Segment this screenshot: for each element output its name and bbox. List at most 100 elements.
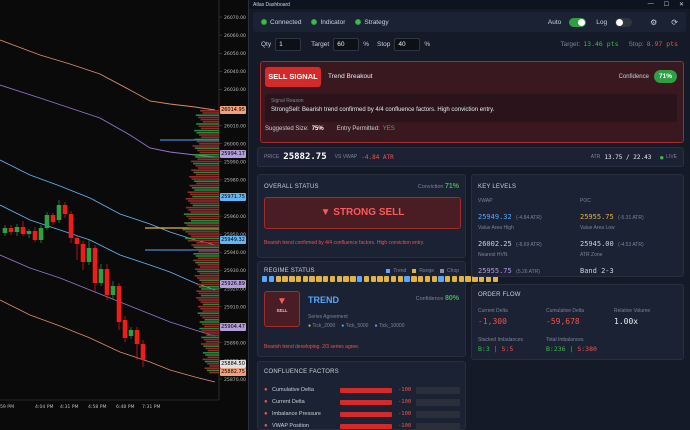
volume-profile-bar [194, 275, 219, 277]
volume-profile-bar [186, 215, 219, 218]
minimize-button[interactable]: — [647, 1, 654, 7]
close-button[interactable]: ✕ [678, 2, 684, 8]
price-value: 25882.75 [283, 152, 327, 162]
status-dot-icon [311, 19, 318, 25]
maximize-button[interactable]: ☐ [663, 2, 669, 8]
volume-profile-bar [184, 237, 219, 240]
volume-profile-bar [205, 341, 219, 343]
volume-profile-bar [194, 138, 219, 141]
factor-value: -100 [398, 411, 412, 417]
connection-bar: Connected Indicator Strategy Auto Log ⚙ … [253, 12, 686, 32]
volume-profile-bar [195, 268, 219, 270]
volume-profile-bar [188, 209, 219, 211]
confidence-badge: 71% [653, 70, 677, 83]
volume-profile-bar [199, 272, 219, 275]
auto-toggle[interactable] [569, 17, 587, 27]
price-level-label: 25980.00 [224, 178, 246, 184]
volume-profile-bar [206, 369, 219, 372]
regime-cell [350, 276, 356, 282]
candle-body [140, 344, 146, 360]
auto-label: Auto [547, 18, 562, 26]
dashboard-window: Atlas Dashboard — ☐ ✕ Connected Indicato… [249, 0, 690, 430]
regime-cell [424, 276, 431, 282]
candle-body [2, 228, 8, 233]
settings-icon[interactable]: ⚙ [650, 17, 658, 27]
volume-profile-bar [188, 233, 219, 235]
stop-pts-label: Stop: [628, 40, 644, 48]
candle-body [116, 286, 122, 322]
range-legend-icon [412, 269, 417, 273]
candle-body [98, 269, 104, 283]
confluence-row: ● Current Delta -100 [264, 396, 461, 408]
regime-cell [417, 276, 424, 282]
volume-profile-bar [207, 349, 219, 352]
volume-profile-bar [196, 132, 219, 134]
volume-profile-bar [197, 167, 219, 169]
volume-profile-bar [196, 248, 219, 251]
price-label: PRICE [264, 154, 280, 160]
volume-profile-bar [191, 178, 219, 180]
regime-cell [316, 276, 322, 282]
regime-cell [356, 276, 363, 282]
volume-profile-bar [203, 332, 219, 334]
price-chart[interactable]: 26070.00 26060.00 26050.00 26040.00 26030.00… [0, 0, 249, 430]
live-dot-icon: ● [659, 152, 665, 162]
price-level-label: 25930.00 [224, 268, 246, 274]
price-level-label: 26060.00 [224, 33, 246, 39]
regime-cell [479, 276, 485, 282]
refresh-icon[interactable]: ⟳ [671, 17, 678, 27]
volume-profile-bar [197, 149, 219, 152]
volume-profile-bar [202, 112, 219, 114]
factor-sparkline [416, 398, 460, 406]
candle-body [50, 215, 56, 222]
reason-label: Signal Reason [271, 98, 304, 104]
volume-profile-bar [195, 114, 219, 116]
key-levels-title: KEY LEVELS [478, 184, 517, 190]
band-line [0, 159, 216, 246]
volume-profile-bar [193, 259, 219, 262]
volume-profile-bar [196, 140, 219, 143]
volume-profile-bar [187, 200, 219, 202]
bear-dot-icon: ● [264, 399, 268, 405]
entry-value: YES [382, 126, 395, 132]
log-label: Log [596, 18, 608, 26]
volume-profile-bar [187, 191, 219, 193]
regime-cell [458, 276, 465, 282]
volume-profile-bar [197, 264, 219, 266]
factor-sparkline [416, 422, 460, 430]
volume-profile-bar [198, 134, 219, 136]
volume-profile-bar [194, 147, 219, 149]
regime-sell-box: ▼ SELL [264, 291, 300, 327]
price-level-label: 26000.00 [224, 142, 246, 148]
stop-input[interactable]: 40 [394, 37, 421, 51]
indicator-status: Indicator [311, 19, 345, 26]
volume-profile-bar [185, 206, 219, 209]
regime-cell [445, 276, 451, 282]
volume-profile-bar [199, 321, 219, 323]
candle-body [122, 320, 128, 338]
factor-value: -100 [398, 387, 412, 393]
stacked-imbalances-value: B:3 | S:5 [478, 345, 514, 353]
target-input[interactable]: 60 [333, 37, 360, 51]
volume-profile-bar [197, 312, 219, 314]
log-toggle[interactable] [615, 17, 633, 27]
volume-profile-bar [195, 173, 219, 176]
volume-profile-bar [187, 239, 219, 242]
volume-profile-bar [185, 231, 219, 233]
volume-profile-bar [207, 363, 219, 365]
volume-profile-bar [194, 189, 219, 191]
volume-profile-bar [198, 286, 219, 288]
volume-profile-bar [188, 217, 219, 220]
entry-label: Entry Permitted: [336, 126, 380, 132]
volume-profile-bar [198, 116, 219, 119]
regime-cell [329, 276, 336, 282]
volume-profile-bar [191, 244, 219, 246]
qty-input[interactable]: 1 [275, 37, 302, 51]
regime-cell [343, 276, 349, 282]
volume-profile-bar [202, 316, 219, 319]
candle-body [80, 244, 86, 262]
regime-cell [404, 276, 410, 282]
regime-cell [336, 276, 342, 282]
regime-cell [282, 276, 288, 282]
factor-bar [340, 399, 392, 405]
